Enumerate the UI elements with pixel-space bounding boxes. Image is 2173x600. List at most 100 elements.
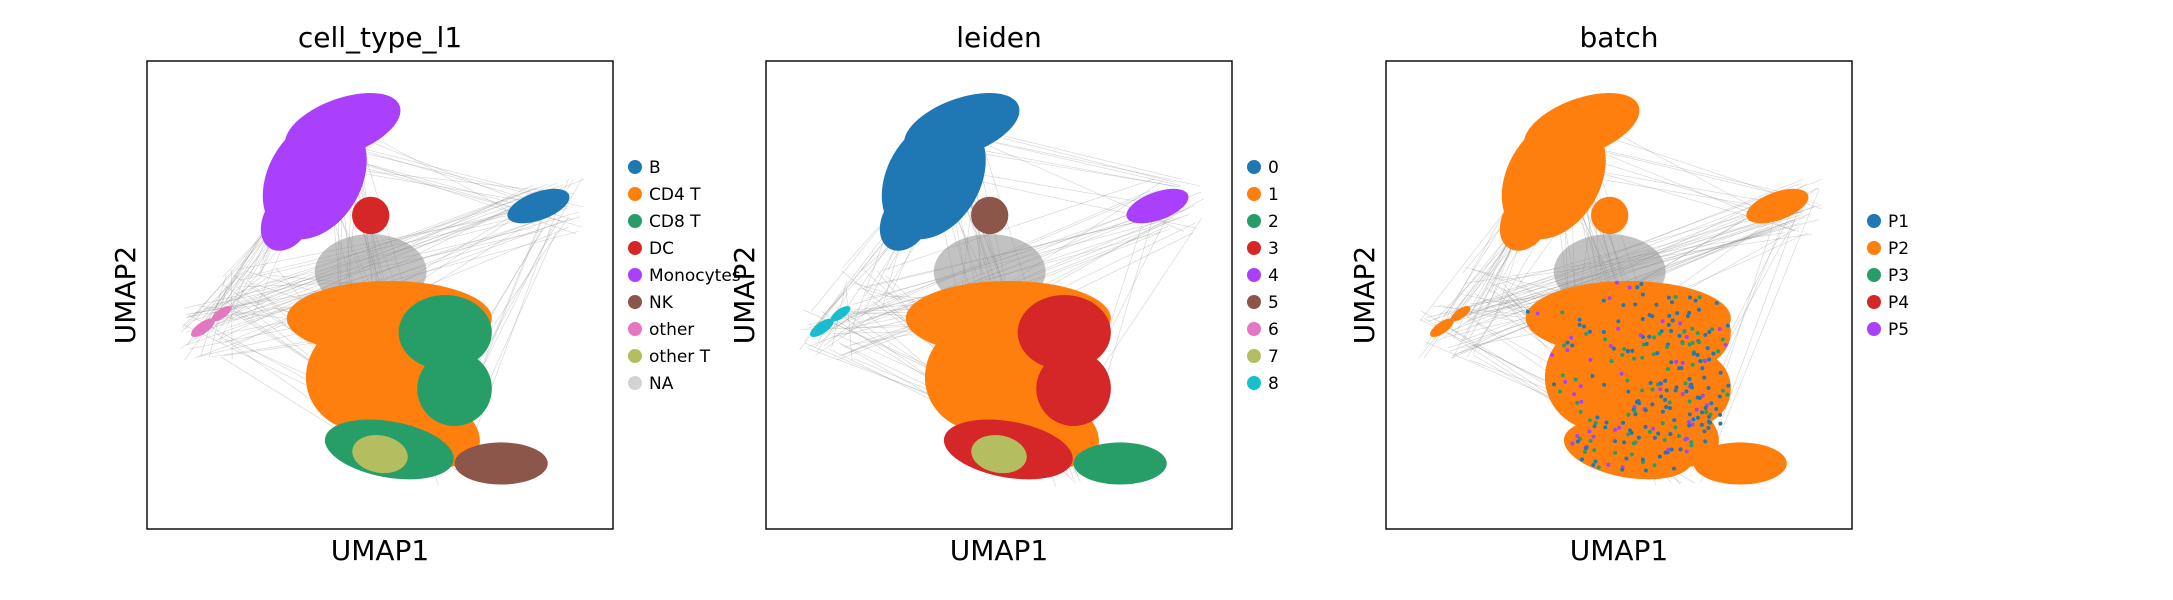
cell-point bbox=[1616, 319, 1621, 324]
cell-point bbox=[1658, 387, 1663, 392]
cell-cluster bbox=[810, 318, 834, 338]
legend-label: 3 bbox=[1268, 239, 1279, 259]
axes-frame bbox=[146, 60, 614, 530]
cell-point bbox=[1635, 285, 1640, 290]
cell-point bbox=[1647, 429, 1652, 434]
cell-point bbox=[1604, 420, 1609, 425]
cell-point bbox=[1700, 366, 1705, 371]
graph-edge bbox=[352, 159, 577, 235]
cell-point bbox=[1693, 298, 1698, 303]
cell-point bbox=[1595, 415, 1600, 420]
legend-marker bbox=[1867, 322, 1881, 336]
cell-point bbox=[1575, 400, 1580, 405]
cell-point bbox=[1577, 317, 1582, 322]
cell-point bbox=[1613, 450, 1618, 455]
cell-point bbox=[1579, 399, 1584, 404]
cell-point bbox=[1666, 367, 1671, 372]
cell-point bbox=[1720, 337, 1725, 342]
cell-cluster bbox=[1450, 306, 1471, 322]
cell-point bbox=[1654, 302, 1659, 307]
cell-point bbox=[1578, 409, 1583, 414]
cell-point bbox=[1621, 303, 1626, 308]
cell-point bbox=[1669, 328, 1674, 333]
axes-frame bbox=[765, 60, 1233, 530]
cell-point bbox=[1669, 447, 1674, 452]
legend-marker bbox=[1247, 268, 1261, 282]
cell-point bbox=[1660, 421, 1665, 426]
cell-point bbox=[1689, 440, 1694, 445]
cell-point bbox=[1612, 427, 1617, 432]
cell-point bbox=[1639, 282, 1644, 287]
cell-point bbox=[1665, 344, 1670, 349]
legend-label: other T bbox=[649, 347, 711, 367]
cell-point bbox=[1708, 412, 1713, 417]
cell-point bbox=[1640, 317, 1645, 322]
cell-point bbox=[1691, 417, 1696, 422]
cell-point bbox=[1666, 295, 1671, 300]
cell-point bbox=[1582, 324, 1587, 329]
cell-point bbox=[1687, 310, 1692, 315]
cell-point bbox=[1626, 432, 1631, 437]
cell-point bbox=[1718, 412, 1723, 417]
cell-point bbox=[1572, 392, 1577, 397]
legend-label: CD4 T bbox=[649, 185, 701, 205]
legend-label: P4 bbox=[1888, 293, 1909, 313]
cell-point bbox=[1718, 370, 1723, 375]
cell-point bbox=[1664, 404, 1669, 409]
cell-point bbox=[1570, 343, 1575, 348]
graph-edge bbox=[229, 279, 245, 311]
legend-marker bbox=[1247, 349, 1261, 363]
cell-point bbox=[1669, 300, 1674, 305]
panel-title: batch bbox=[1579, 21, 1658, 54]
cell-point bbox=[1706, 419, 1711, 424]
cell-point bbox=[1525, 309, 1530, 314]
cell-point bbox=[1651, 426, 1656, 431]
cell-point bbox=[1535, 311, 1540, 316]
cell-point bbox=[1702, 429, 1707, 434]
cell-point bbox=[1652, 435, 1657, 440]
cell-point bbox=[1633, 302, 1638, 307]
cell-point bbox=[1695, 353, 1700, 358]
cell-point bbox=[1683, 381, 1688, 386]
y-axis-label: UMAP2 bbox=[728, 246, 761, 345]
cell-point bbox=[1717, 326, 1722, 331]
cell-point bbox=[1569, 335, 1574, 340]
cell-point bbox=[1666, 322, 1671, 327]
cell-point bbox=[1663, 378, 1668, 383]
cell-point bbox=[1573, 377, 1578, 382]
cell-point bbox=[1667, 313, 1672, 318]
legend-marker bbox=[1247, 187, 1261, 201]
cell-point bbox=[1703, 332, 1708, 337]
cell-cluster bbox=[507, 188, 570, 224]
cell-point bbox=[1667, 405, 1672, 410]
cell-point bbox=[1627, 285, 1632, 290]
cell-cluster bbox=[1017, 295, 1111, 370]
cell-point bbox=[1590, 374, 1595, 379]
cell-point bbox=[1565, 348, 1570, 353]
panel-2: batch UMAP1 UMAP2 P1 P2 P3 P4 P5 bbox=[1348, 21, 1909, 567]
cell-point bbox=[1591, 434, 1596, 439]
cell-point bbox=[1697, 395, 1702, 400]
graph-edge bbox=[217, 275, 263, 310]
cell-point bbox=[1579, 457, 1584, 462]
cell-point bbox=[1601, 298, 1606, 303]
cell-point bbox=[1626, 412, 1631, 417]
cell-point bbox=[1655, 351, 1660, 356]
cell-point bbox=[1687, 342, 1692, 347]
graph-edge bbox=[823, 302, 879, 347]
cell-point bbox=[1668, 432, 1673, 437]
cell-point bbox=[1689, 443, 1694, 448]
cell-point bbox=[1660, 319, 1665, 324]
cell-point bbox=[1677, 366, 1682, 371]
cell-cluster bbox=[211, 306, 232, 322]
legend-label: Monocytes bbox=[649, 266, 741, 286]
cell-point bbox=[1660, 409, 1665, 414]
cell-point bbox=[1650, 387, 1655, 392]
cell-point bbox=[1627, 428, 1632, 433]
legend-label: 2 bbox=[1268, 212, 1279, 232]
cell-point bbox=[1684, 334, 1689, 339]
cell-point bbox=[1673, 294, 1678, 299]
cell-point bbox=[1575, 433, 1580, 438]
cell-cluster bbox=[417, 351, 492, 427]
legend: B CD4 T CD8 T DC Monocytes NK other other T NA bbox=[628, 158, 741, 394]
